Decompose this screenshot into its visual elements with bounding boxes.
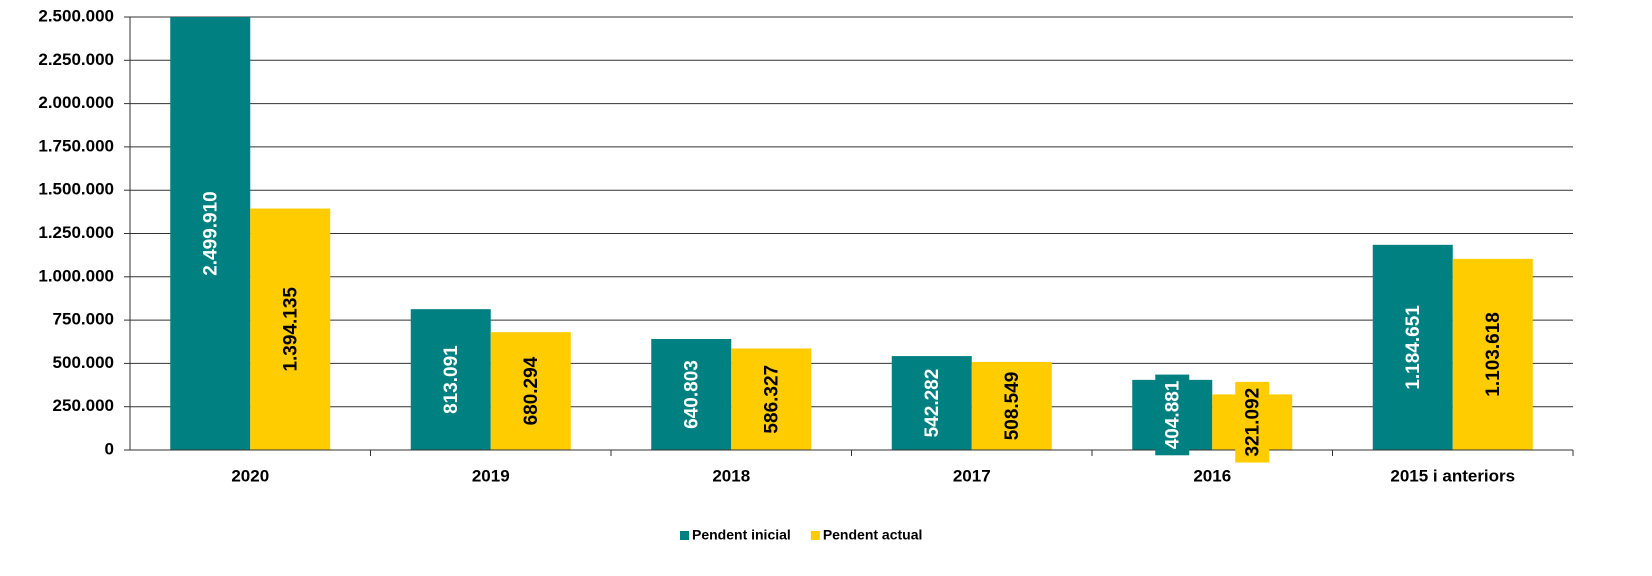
x-tick-label: 2016 [1193,466,1231,485]
data-label: 813.091 [441,345,462,414]
y-tick-label: 750.000 [53,310,114,329]
y-tick-label: 2.000.000 [38,93,114,112]
y-tick-label: 500.000 [53,353,114,372]
data-label-bg [914,362,949,444]
legend-label: Pendent actual [823,527,923,543]
x-tick-label: 2017 [953,466,991,485]
y-tick-label: 1.750.000 [38,136,114,155]
data-label: 1.103.618 [1483,312,1504,397]
data-label-bg [754,358,789,440]
y-tick-label: 1.500.000 [38,180,114,199]
x-tick-label: 2018 [712,466,750,485]
data-label-group: 813.091 [433,339,468,420]
data-label-bg [1475,306,1510,403]
data-label: 680.294 [521,356,542,425]
data-label: 542.282 [922,369,943,438]
data-label-bg [513,350,548,432]
data-label-bg [273,281,308,378]
data-label: 1.184.651 [1403,305,1424,390]
y-tick-label: 0 [105,439,114,458]
data-label-bg [433,339,468,420]
data-label-group: 2.499.910 [193,185,228,282]
data-label-group: 1.103.618 [1475,306,1510,403]
y-tick-label: 250.000 [53,396,114,415]
y-tick-label: 2.250.000 [38,50,114,69]
data-label: 640.803 [681,360,702,429]
data-label-group: 1.394.135 [273,281,308,378]
data-label-group: 1.184.651 [1395,299,1430,396]
data-label: 508.549 [1002,372,1023,441]
data-label-bg [1235,381,1270,463]
data-label-group: 404.881 [1155,374,1190,456]
legend-label: Pendent inicial [692,527,791,543]
data-label-bg [1155,374,1190,456]
data-label-bg [193,185,228,282]
data-label-group: 680.294 [513,350,548,432]
data-label-group: 586.327 [754,358,789,440]
data-label: 321.092 [1242,388,1263,457]
y-tick-label: 1.250.000 [38,223,114,242]
x-tick-label: 2019 [472,466,510,485]
data-label-group: 640.803 [674,354,709,435]
data-label: 586.327 [761,365,782,434]
data-label-group: 542.282 [914,362,949,444]
data-label-bg [1395,299,1430,396]
data-label-bg [994,365,1029,447]
legend-swatch [680,531,689,540]
data-label-group: 508.549 [994,365,1029,447]
y-tick-label: 2.500.000 [38,6,114,25]
legend-swatch [810,531,820,540]
data-label-group: 321.092 [1235,381,1270,463]
data-label-bg [674,354,709,435]
data-label: 1.394.135 [280,287,301,372]
x-tick-label: 2015 i anteriors [1390,466,1515,485]
y-tick-label: 1.000.000 [38,266,114,285]
data-label: 404.881 [1162,380,1183,449]
x-tick-label: 2020 [231,466,269,485]
data-label: 2.499.910 [200,191,221,276]
